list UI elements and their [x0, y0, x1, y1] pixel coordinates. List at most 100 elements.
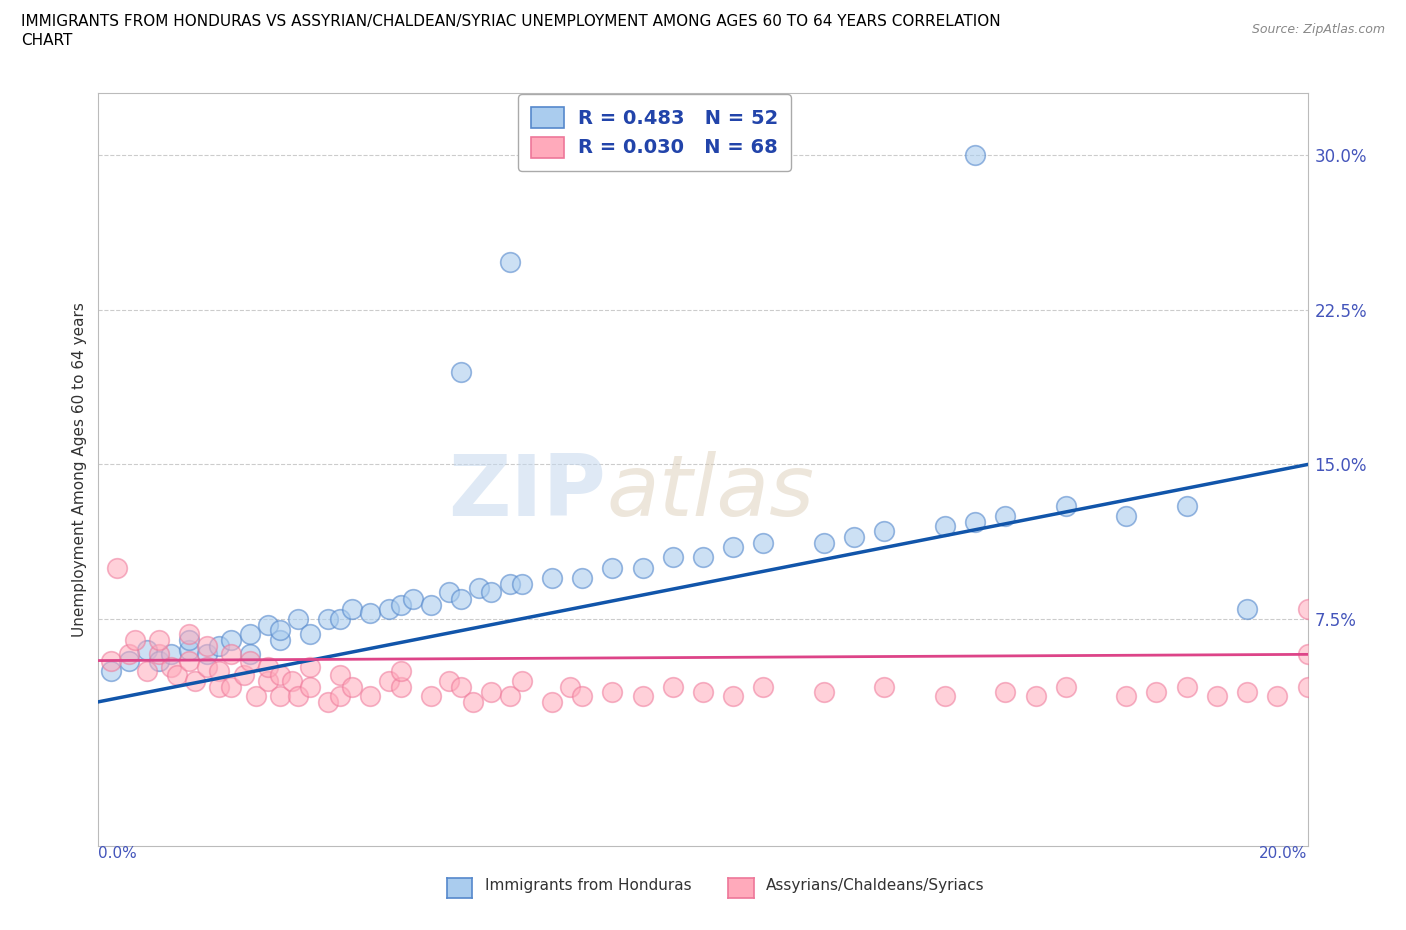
Point [571, 688, 593, 703]
Point [571, 571, 593, 586]
Point [135, 643, 157, 658]
Point [450, 680, 472, 695]
Point [287, 612, 309, 627]
Text: IMMIGRANTS FROM HONDURAS VS ASSYRIAN/CHALDEAN/SYRIAC UNEMPLOYMENT AMONG AGES 60 : IMMIGRANTS FROM HONDURAS VS ASSYRIAN/CHA… [21, 14, 1001, 29]
Point [1175, 680, 1198, 695]
Point [510, 577, 533, 591]
Point [208, 680, 231, 695]
Point [1054, 680, 1077, 695]
Point [437, 585, 460, 600]
Point [329, 668, 352, 683]
Point [1206, 688, 1229, 703]
Point [269, 688, 291, 703]
Point [813, 536, 835, 551]
Text: Assyrians/Chaldeans/Syriacs: Assyrians/Chaldeans/Syriacs [766, 878, 984, 893]
Point [195, 659, 218, 674]
Point [239, 647, 262, 662]
Point [873, 680, 896, 695]
Point [299, 626, 322, 641]
Point [994, 684, 1017, 699]
Point [232, 668, 254, 683]
Point [1144, 684, 1167, 699]
Point [179, 643, 201, 658]
Point [221, 632, 243, 647]
Point [269, 668, 291, 683]
Point [994, 509, 1017, 524]
Point [360, 605, 382, 620]
Text: ZIP: ZIP [449, 451, 606, 534]
Point [100, 663, 122, 678]
Point [661, 680, 683, 695]
Point [135, 663, 157, 678]
Point [1296, 647, 1319, 662]
Text: Immigrants from Honduras: Immigrants from Honduras [485, 878, 692, 893]
Point [540, 571, 562, 586]
Point [118, 647, 141, 662]
Point [510, 673, 533, 688]
Point [256, 673, 278, 688]
Point [723, 539, 745, 554]
Point [420, 597, 443, 612]
Point [934, 519, 956, 534]
Point [450, 365, 472, 379]
Point [1236, 684, 1258, 699]
Point [558, 680, 581, 695]
Text: 0.0%: 0.0% [98, 846, 138, 861]
Point [481, 684, 503, 699]
Point [468, 581, 491, 596]
Point [450, 591, 472, 606]
Text: atlas: atlas [606, 451, 814, 534]
Point [965, 148, 987, 163]
Point [402, 591, 425, 606]
Point [498, 255, 520, 270]
Point [602, 684, 624, 699]
Point [342, 602, 364, 617]
Point [752, 536, 775, 551]
Point [256, 659, 278, 674]
Point [631, 560, 654, 575]
Point [420, 688, 443, 703]
Point [148, 653, 170, 668]
Point [1296, 680, 1319, 695]
Point [360, 688, 382, 703]
Point [389, 597, 412, 612]
Point [813, 684, 835, 699]
Point [661, 550, 683, 565]
Point [1054, 498, 1077, 513]
Point [692, 684, 714, 699]
Point [1175, 498, 1198, 513]
Point [148, 632, 170, 647]
Legend: R = 0.483   N = 52, R = 0.030   N = 68: R = 0.483 N = 52, R = 0.030 N = 68 [519, 95, 790, 170]
Point [481, 585, 503, 600]
Point [329, 612, 352, 627]
Point [540, 695, 562, 710]
Point [166, 668, 188, 683]
Point [299, 659, 322, 674]
Point [329, 688, 352, 703]
Point [377, 602, 399, 617]
Point [437, 673, 460, 688]
Point [287, 688, 309, 703]
Point [631, 688, 654, 703]
Point [124, 632, 146, 647]
Point [389, 680, 412, 695]
Point [221, 680, 243, 695]
Point [1115, 688, 1137, 703]
Point [316, 612, 339, 627]
Point [269, 632, 291, 647]
Point [256, 618, 278, 633]
Point [195, 647, 218, 662]
Point [377, 673, 399, 688]
Text: CHART: CHART [21, 33, 73, 47]
Point [269, 622, 291, 637]
Point [179, 626, 201, 641]
Text: 20.0%: 20.0% [1260, 846, 1308, 861]
Point [148, 647, 170, 662]
Point [1236, 602, 1258, 617]
Point [463, 695, 485, 710]
Point [208, 663, 231, 678]
Point [498, 577, 520, 591]
Text: Source: ZipAtlas.com: Source: ZipAtlas.com [1251, 23, 1385, 36]
Point [934, 688, 956, 703]
Point [692, 550, 714, 565]
